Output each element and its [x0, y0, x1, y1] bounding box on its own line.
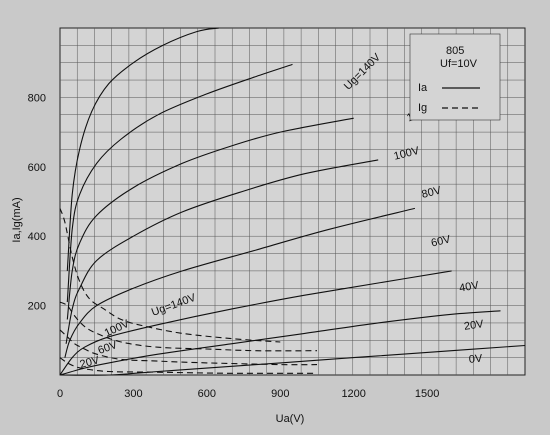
- curve-ia-6: [59, 310, 501, 376]
- y-axis-title: Ia,Ig(mA): [11, 197, 23, 242]
- curve-label: 40V: [458, 279, 480, 294]
- legend-filament: Uf=10V: [440, 58, 478, 70]
- curve-label: 20V: [463, 318, 485, 333]
- curve-ig-11: [59, 357, 318, 374]
- x-tick-label: 1500: [415, 388, 439, 400]
- x-tick-label: 1200: [341, 388, 365, 400]
- curves: [59, 27, 526, 376]
- curve-ia-5: [59, 270, 452, 376]
- legend-box: [409, 33, 501, 121]
- legend-tube: 805: [446, 45, 464, 57]
- curve-ia-1: [66, 63, 293, 303]
- curve-label: 20V: [79, 354, 102, 371]
- legend-label-ia: Ia: [418, 82, 428, 94]
- curve-label: 80V: [421, 184, 444, 201]
- x-tick-label: 300: [124, 388, 142, 400]
- x-axis-title: Ua(V): [276, 413, 305, 425]
- tick-labels: 0 300 600 900 1200 1500 200 400 600 800: [28, 92, 440, 400]
- y-tick-label: 800: [28, 92, 46, 104]
- curve-ia-0: [66, 27, 220, 271]
- x-tick-label: 900: [271, 388, 289, 400]
- curve-ig-8: [59, 208, 281, 343]
- y-tick-label: 200: [28, 301, 46, 313]
- curve-label: 60V: [430, 233, 452, 249]
- curve-ia-7: [59, 344, 526, 376]
- curve-label: 0V: [468, 353, 483, 366]
- legend: 805 Uf=10V Ia Ig: [409, 33, 501, 121]
- x-tick-label: 0: [57, 388, 63, 400]
- curve-ia-3: [65, 159, 379, 344]
- x-tick-label: 600: [198, 388, 216, 400]
- curve-ia-2: [66, 117, 354, 320]
- curve-ia-4: [64, 207, 416, 358]
- y-tick-label: 400: [28, 231, 46, 243]
- curve-ig-10: [59, 329, 318, 366]
- legend-label-ig: Ig: [418, 102, 427, 114]
- y-tick-label: 600: [28, 162, 46, 174]
- curve-ig-9: [59, 301, 318, 352]
